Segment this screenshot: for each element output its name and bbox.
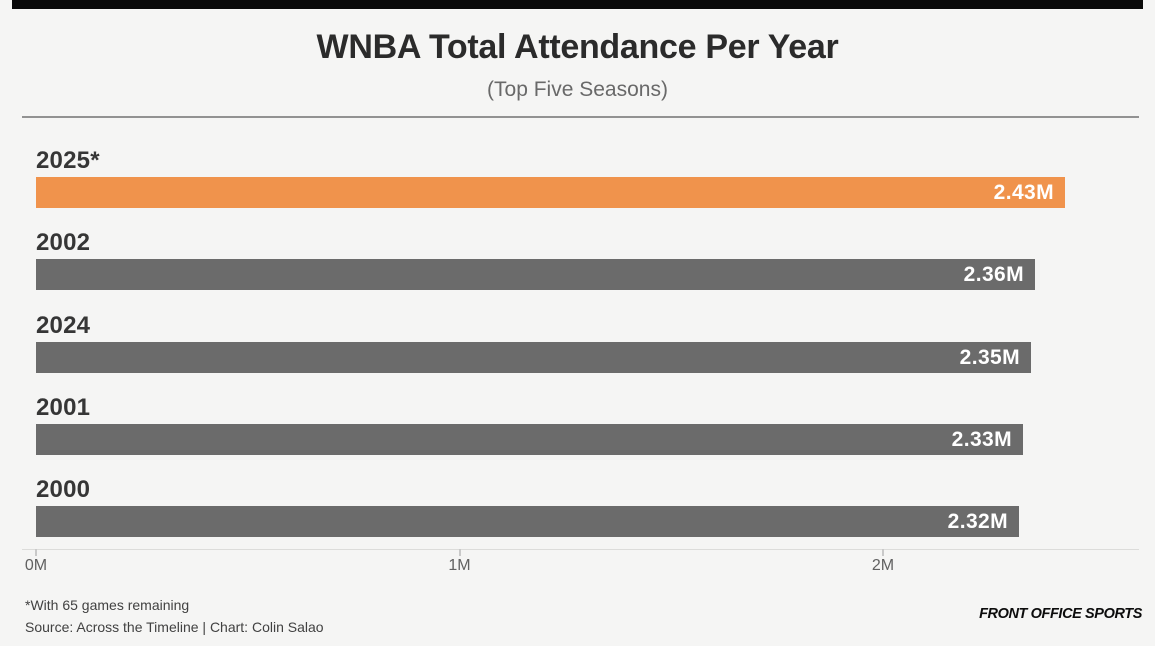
x-axis-tick bbox=[882, 549, 884, 556]
x-axis-tick-label: 1M bbox=[448, 557, 471, 574]
bar-category-label: 2001 bbox=[36, 394, 91, 421]
bar-2024: 2.35M bbox=[36, 342, 1031, 373]
bar-2025: 2.43M bbox=[36, 177, 1065, 208]
bar-row-2002: 2002 2.36M bbox=[36, 229, 1035, 292]
bar-value-label: 2.36M bbox=[963, 263, 1024, 286]
bar-row-2024: 2024 2.35M bbox=[36, 312, 1031, 375]
x-axis-tick-label: 2M bbox=[871, 557, 895, 574]
bar-row-2025: 2025* 2.43M bbox=[36, 147, 1065, 210]
x-axis-tick-label: 0M bbox=[24, 557, 48, 574]
bar-category-label: 2002 bbox=[36, 229, 91, 256]
bar-value-label: 2.35M bbox=[959, 346, 1020, 369]
x-axis-line bbox=[22, 549, 1139, 550]
bar-value-label: 2.33M bbox=[951, 428, 1012, 451]
footnote-asterisk: *With 65 games remaining bbox=[25, 597, 190, 613]
chart-subtitle: (Top Five Seasons) bbox=[487, 78, 668, 101]
bar-2001: 2.33M bbox=[36, 424, 1023, 455]
chart-title: WNBA Total Attendance Per Year bbox=[316, 28, 839, 66]
bar-row-2000: 2000 2.32M bbox=[36, 476, 1019, 539]
bar-2002: 2.36M bbox=[36, 259, 1035, 290]
bar-category-label: 2025* bbox=[36, 147, 100, 174]
bar-value-label: 2.32M bbox=[947, 510, 1008, 533]
top-black-rule bbox=[12, 0, 1143, 9]
bar-category-label: 2024 bbox=[36, 312, 91, 339]
bar-2000: 2.32M bbox=[36, 506, 1019, 537]
x-axis-tick bbox=[458, 549, 461, 556]
header-divider bbox=[22, 116, 1139, 118]
bar-value-label: 2.43M bbox=[993, 181, 1054, 204]
footnote-source: Source: Across the Timeline | Chart: Col… bbox=[25, 619, 324, 635]
front-office-sports-logo: FRONT OFFICE SPORTS bbox=[979, 606, 1142, 622]
bar-row-2001: 2001 2.33M bbox=[36, 394, 1023, 457]
x-axis-tick bbox=[35, 549, 37, 556]
bar-category-label: 2000 bbox=[36, 476, 91, 503]
